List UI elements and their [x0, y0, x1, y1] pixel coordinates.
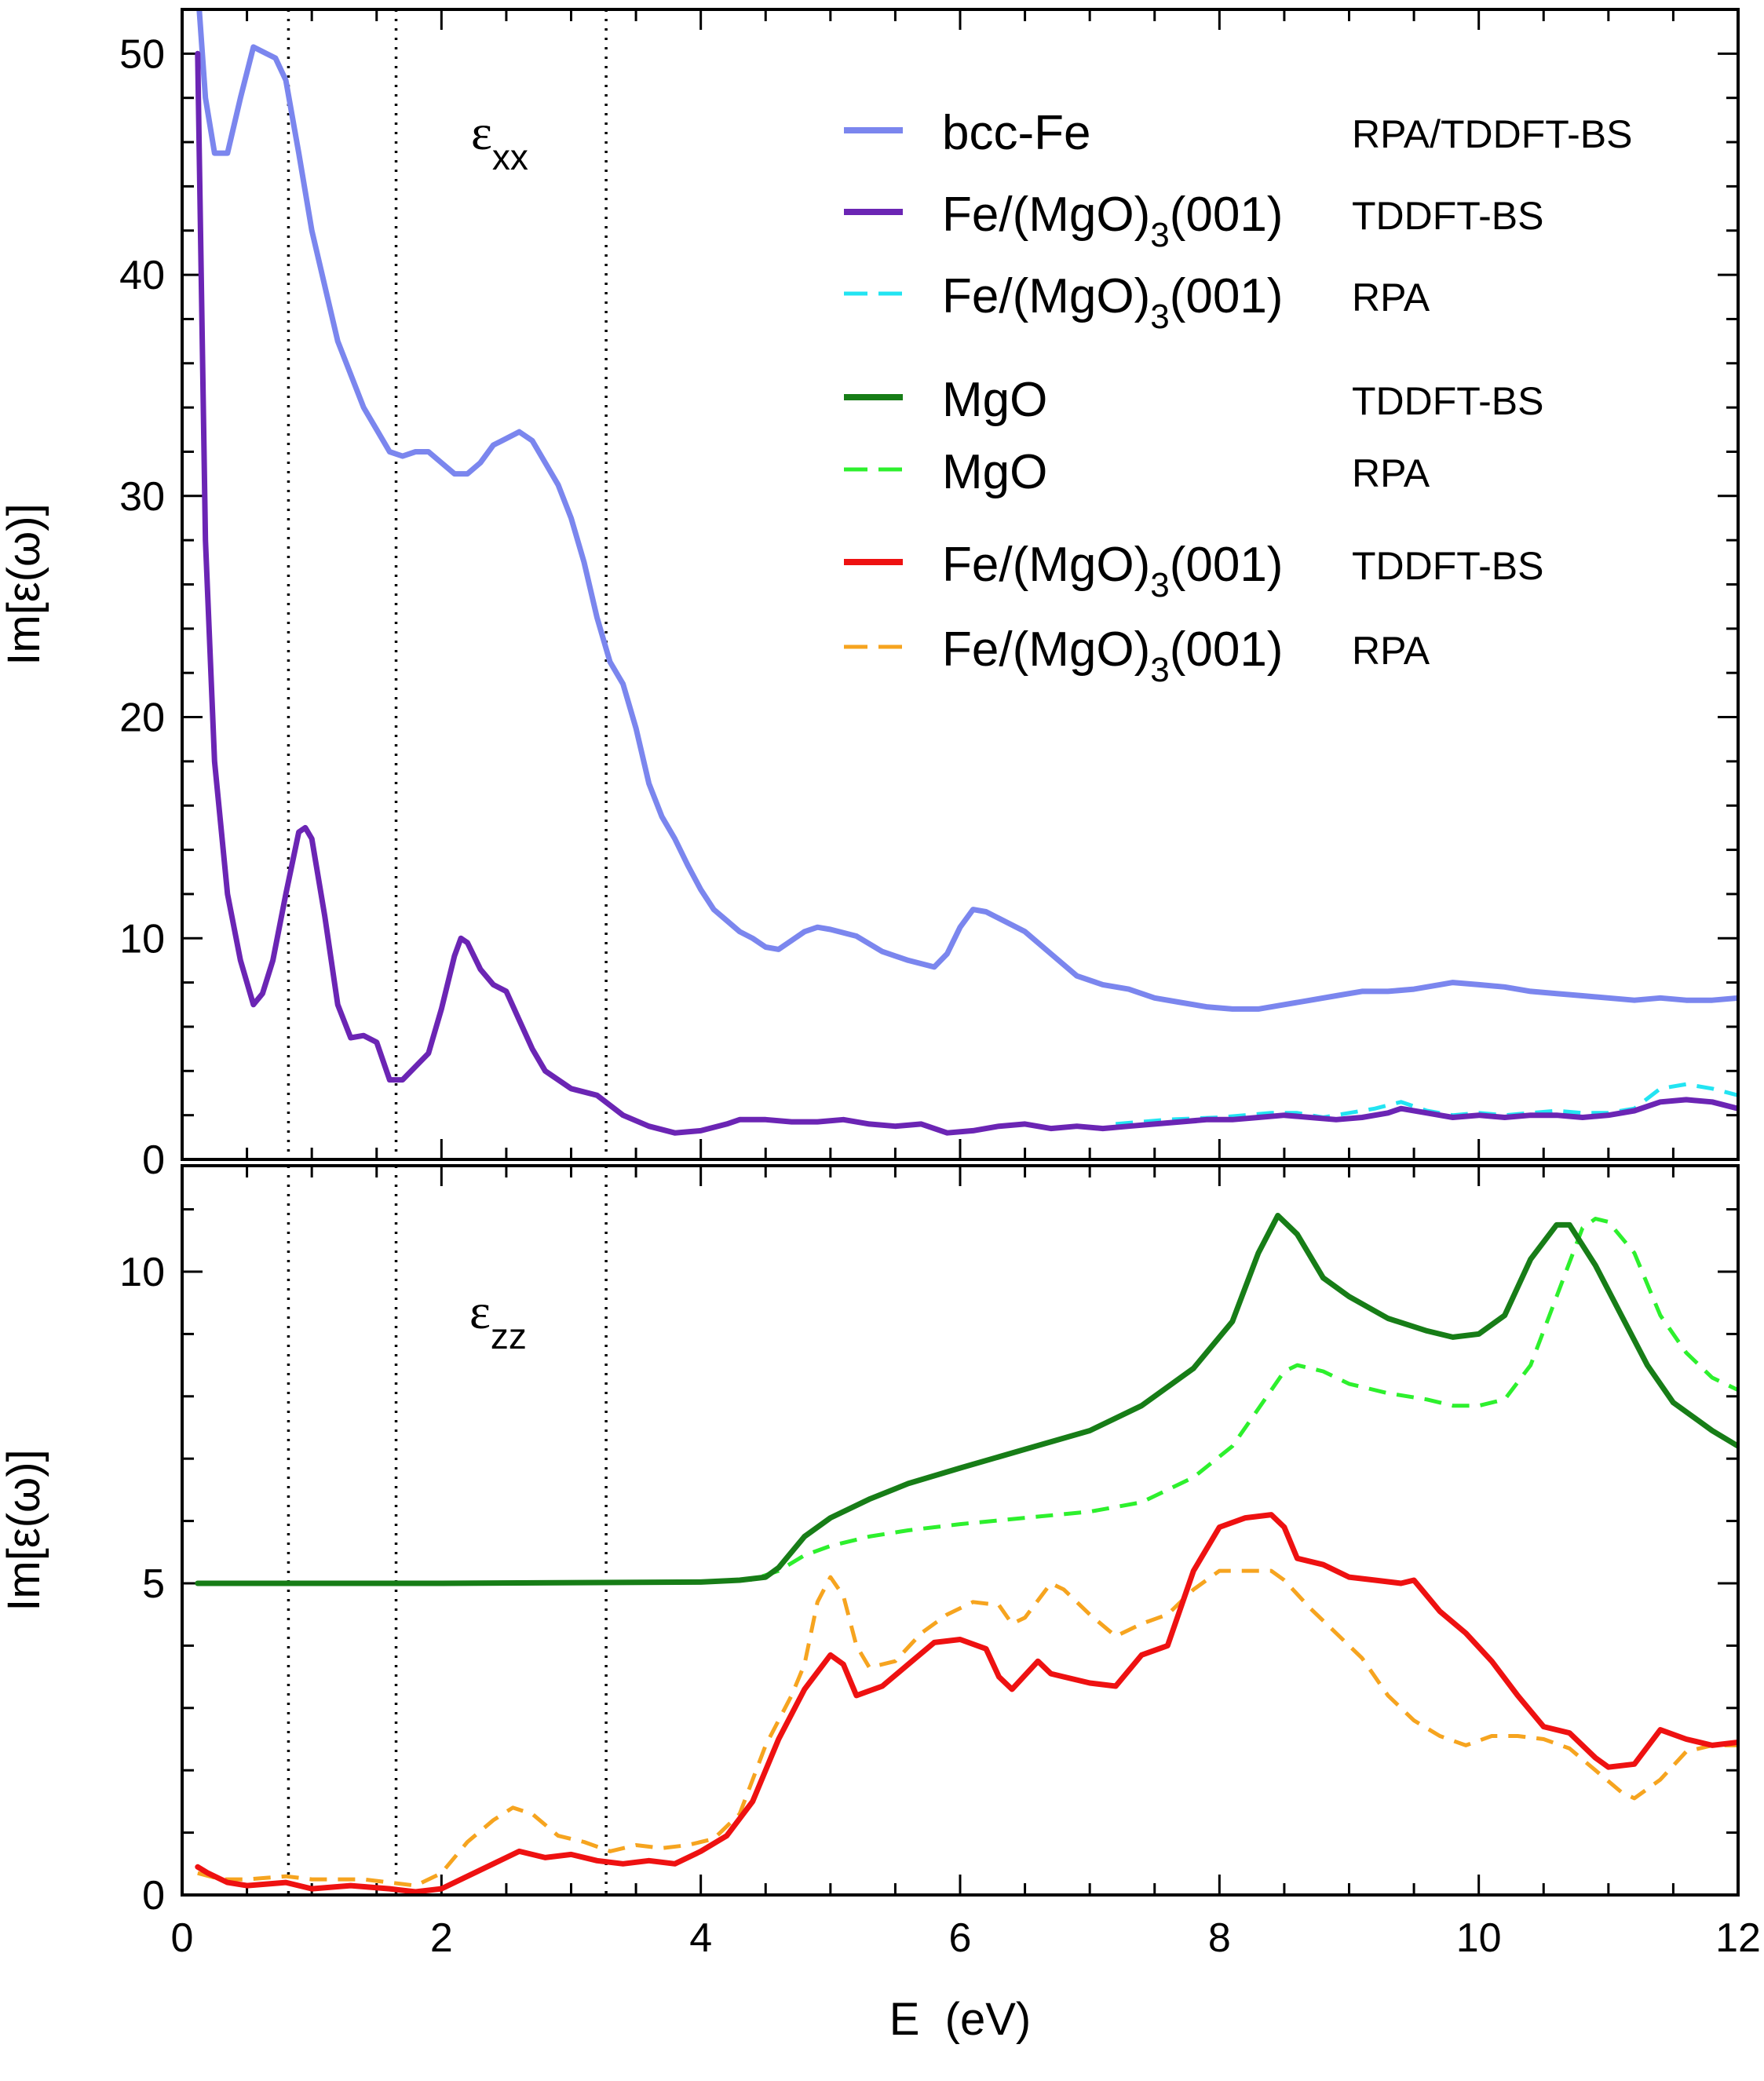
x-tick-label: 8: [1208, 1915, 1231, 1961]
legend-method-5: TDDFT-BS: [1352, 544, 1543, 588]
component-label-subscript: zz: [491, 1316, 527, 1356]
legend-label-tail: (001): [1170, 188, 1284, 242]
series-line-2: [195, 50, 1738, 1136]
legend-method-6: RPA: [1352, 629, 1430, 673]
plot-frame: [181, 1164, 1740, 1897]
y-axis-title: Im[ε(ω)]: [0, 503, 49, 665]
legend-method-3: TDDFT-BS: [1352, 379, 1543, 423]
series-group: [195, 9, 1738, 1136]
legend-label-main: bcc-Fe: [942, 106, 1090, 160]
y-tick-label: 20: [119, 695, 165, 741]
legend-label-2: Fe/(MgO)3(001): [942, 269, 1283, 336]
series-line-0: [196, 9, 1738, 1012]
legend-label-main: MgO: [942, 445, 1047, 499]
series-line-1: [195, 1213, 1738, 1586]
legend-label-tail: (001): [1170, 269, 1284, 323]
legend-label-6: Fe/(MgO)3(001): [942, 622, 1283, 689]
legend-label-main: Fe/(MgO): [942, 269, 1150, 323]
x-tick-label: 10: [1456, 1915, 1502, 1961]
x-tick-label: 6: [949, 1915, 972, 1961]
x-tick-label: 12: [1715, 1915, 1761, 1961]
legend-label-subscript: 3: [1150, 298, 1169, 336]
component-label: εxx: [471, 104, 528, 177]
legend-label-main: Fe/(MgO): [942, 188, 1150, 242]
y-tick-label: 50: [119, 31, 165, 77]
series-line-3: [195, 1512, 1738, 1895]
component-label-symbol: ε: [469, 1283, 491, 1339]
x-tick-label: 4: [689, 1915, 712, 1961]
series-group: [195, 1213, 1738, 1895]
legend-label-subscript: 3: [1150, 566, 1169, 604]
x-axis-title: E (eV): [889, 1994, 1032, 2045]
y-tick-label: 10: [119, 1250, 165, 1295]
legend-method-4: RPA: [1352, 451, 1430, 495]
y-tick-label: 5: [142, 1561, 165, 1607]
legend-label-subscript: 3: [1150, 651, 1169, 689]
plot-frame: [181, 8, 1740, 1161]
legend-method-1: TDDFT-BS: [1352, 194, 1543, 238]
y-tick-label: 40: [119, 253, 165, 298]
y-tick-label: 10: [119, 916, 165, 962]
legend-label-3: MgO: [942, 373, 1047, 427]
legend-label-subscript: 3: [1150, 216, 1169, 254]
legend-label-1: Fe/(MgO)3(001): [942, 188, 1283, 254]
y-tick-label: 30: [119, 474, 165, 520]
legend-label-5: Fe/(MgO)3(001): [942, 538, 1283, 604]
legend-method-0: RPA/TDDFT-BS: [1352, 112, 1632, 156]
series-line-0: [197, 1217, 1738, 1586]
component-label-symbol: ε: [471, 104, 492, 160]
component-label-subscript: xx: [492, 137, 528, 177]
legend-label-4: MgO: [942, 445, 1047, 499]
x-tick-label: 0: [171, 1915, 194, 1961]
legend-label-main: MgO: [942, 373, 1047, 427]
y-tick-label: 0: [142, 1873, 165, 1919]
legend-method-2: RPA: [1352, 276, 1430, 319]
series-line-2: [197, 1568, 1738, 1888]
legend-label-0: bcc-Fe: [942, 106, 1090, 160]
legend-label-main: Fe/(MgO): [942, 622, 1150, 677]
legend-label-tail: (001): [1170, 622, 1284, 677]
component-label: εzz: [469, 1283, 527, 1356]
y-tick-label: 0: [142, 1137, 165, 1183]
legend-label-main: Fe/(MgO): [942, 538, 1150, 592]
bottom-panel: 0 5 10 0 2 4 6 8 10 12 E (eV) Im[ε(ω)] εzz: [0, 1164, 1761, 2045]
legend-label-tail: (001): [1170, 538, 1284, 592]
x-tick-label: 2: [430, 1915, 453, 1961]
y-axis-title: Im[ε(ω)]: [0, 1449, 49, 1611]
top-panel: 0 10 20 30 40 50 Im[ε(ω)] εxx: [0, 8, 1740, 1183]
